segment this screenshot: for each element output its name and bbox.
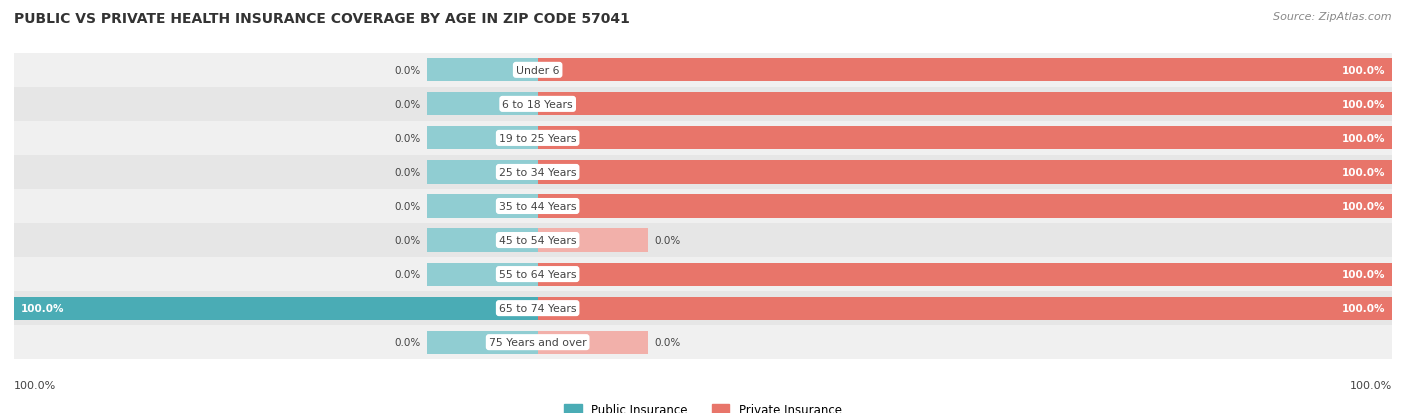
Bar [537,195,1392,218]
Bar [537,93,1392,116]
Bar [14,325,1392,359]
Bar [14,54,1392,88]
Text: PUBLIC VS PRIVATE HEALTH INSURANCE COVERAGE BY AGE IN ZIP CODE 57041: PUBLIC VS PRIVATE HEALTH INSURANCE COVER… [14,12,630,26]
Bar [537,229,648,252]
Bar [537,59,1392,82]
Bar [427,263,537,286]
Text: 0.0%: 0.0% [655,337,681,347]
Bar [14,297,537,320]
Bar [537,263,1392,286]
Bar [537,127,1392,150]
Text: Source: ZipAtlas.com: Source: ZipAtlas.com [1274,12,1392,22]
Bar [14,223,1392,257]
Bar [537,161,1392,184]
Text: 75 Years and over: 75 Years and over [489,337,586,347]
Bar [537,331,648,354]
Text: 0.0%: 0.0% [394,337,420,347]
Text: 100.0%: 100.0% [1341,269,1385,280]
Text: 100.0%: 100.0% [21,304,65,313]
Text: 0.0%: 0.0% [655,235,681,245]
Text: 100.0%: 100.0% [1341,66,1385,76]
Bar [427,59,537,82]
Text: 100.0%: 100.0% [1341,100,1385,109]
Bar [427,195,537,218]
Text: 55 to 64 Years: 55 to 64 Years [499,269,576,280]
Bar [14,292,1392,325]
Text: 0.0%: 0.0% [394,235,420,245]
Text: 0.0%: 0.0% [394,202,420,211]
Legend: Public Insurance, Private Insurance: Public Insurance, Private Insurance [560,398,846,413]
Text: 35 to 44 Years: 35 to 44 Years [499,202,576,211]
Bar [14,88,1392,121]
Text: 19 to 25 Years: 19 to 25 Years [499,133,576,144]
Bar [14,257,1392,292]
Bar [14,190,1392,223]
Bar [14,156,1392,190]
Text: 0.0%: 0.0% [394,168,420,178]
Bar [14,121,1392,156]
Text: 0.0%: 0.0% [394,269,420,280]
Text: 45 to 54 Years: 45 to 54 Years [499,235,576,245]
Bar [427,331,537,354]
Bar [427,127,537,150]
Bar [427,161,537,184]
Text: 100.0%: 100.0% [14,380,56,389]
Text: 25 to 34 Years: 25 to 34 Years [499,168,576,178]
Bar [537,297,1392,320]
Text: 100.0%: 100.0% [1341,168,1385,178]
Text: 100.0%: 100.0% [1350,380,1392,389]
Bar [427,229,537,252]
Text: 100.0%: 100.0% [1341,202,1385,211]
Text: 0.0%: 0.0% [394,66,420,76]
Text: 100.0%: 100.0% [1341,133,1385,144]
Text: 100.0%: 100.0% [1341,304,1385,313]
Bar [427,93,537,116]
Text: 0.0%: 0.0% [394,133,420,144]
Text: 65 to 74 Years: 65 to 74 Years [499,304,576,313]
Text: 6 to 18 Years: 6 to 18 Years [502,100,574,109]
Text: 0.0%: 0.0% [394,100,420,109]
Text: Under 6: Under 6 [516,66,560,76]
